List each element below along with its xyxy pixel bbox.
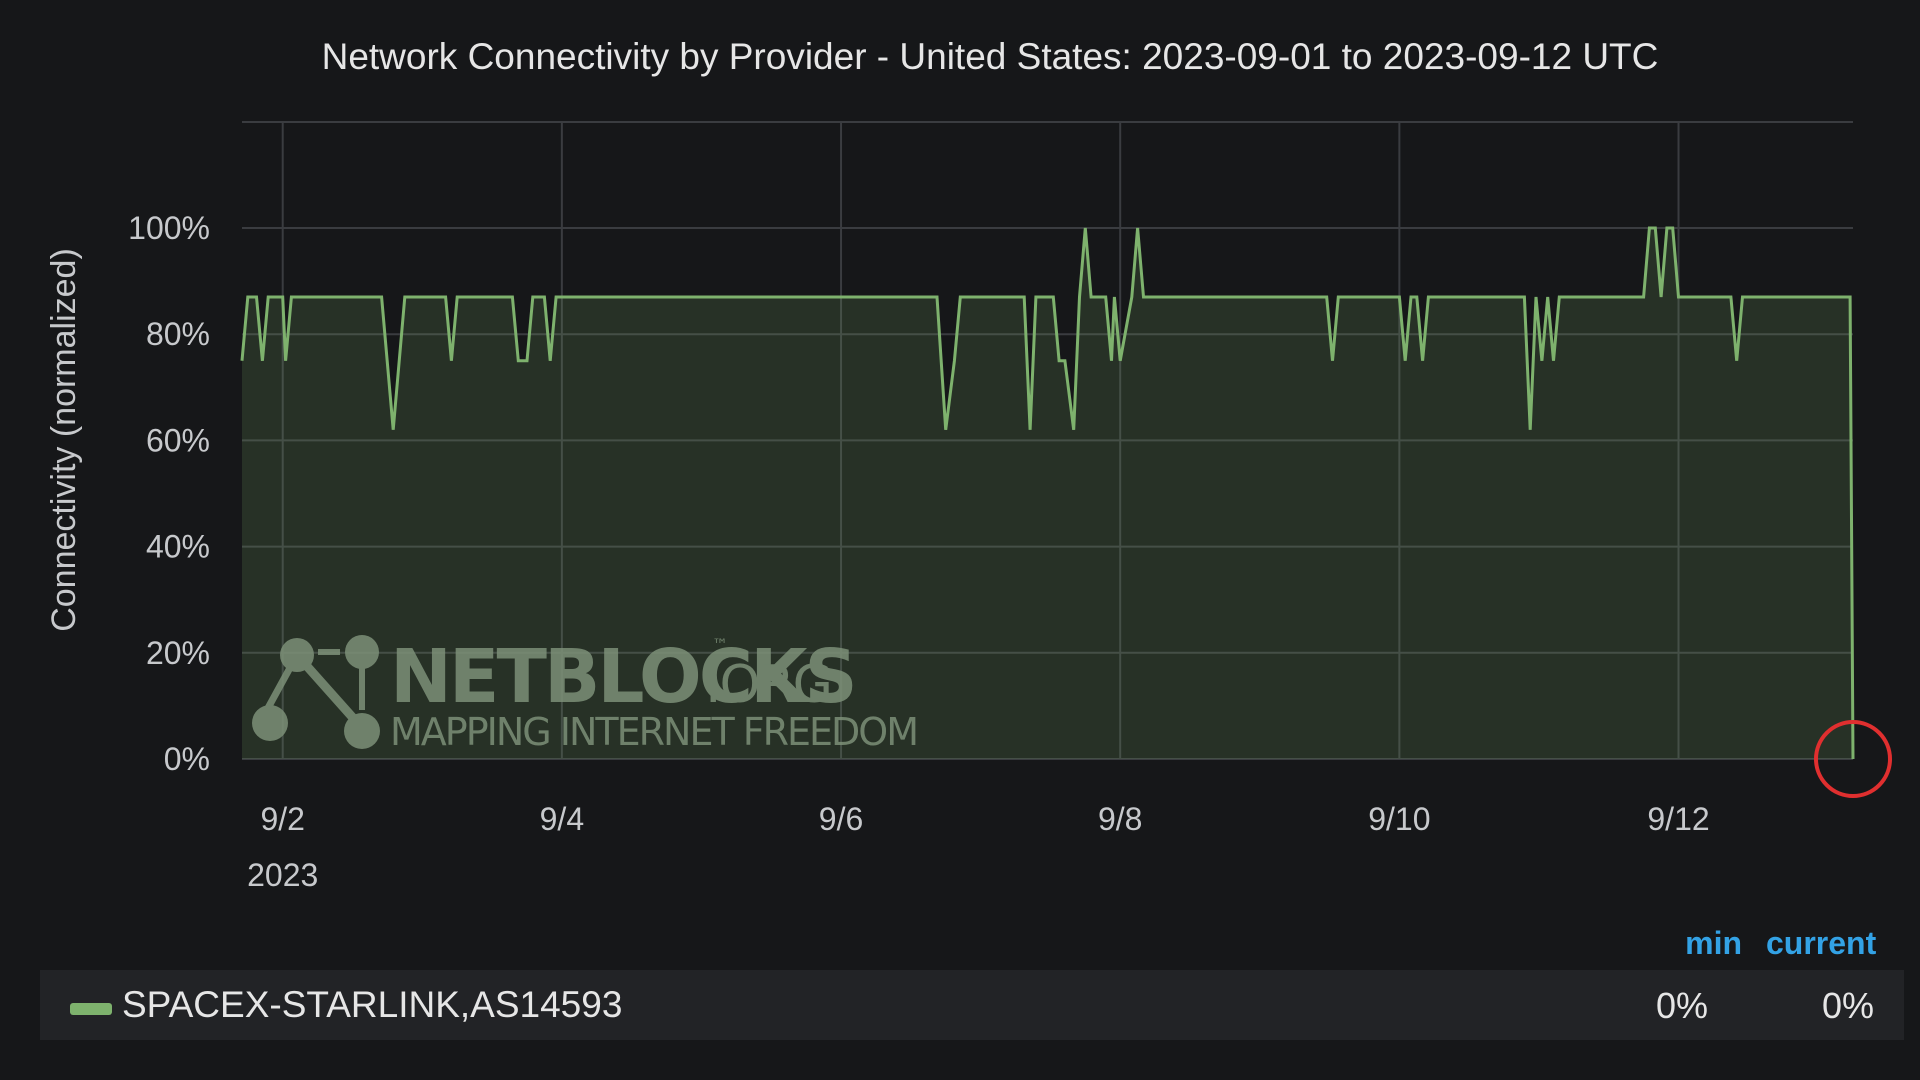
y-tick-label: 100% [128, 210, 210, 246]
y-tick-label: 20% [146, 635, 210, 671]
x-tick-label: 9/2 [260, 801, 304, 837]
x-tick-label: 9/4 [540, 801, 584, 837]
y-tick-label: 60% [146, 422, 210, 458]
legend-header-current[interactable]: current [1766, 925, 1877, 961]
y-tick-label: 40% [146, 529, 210, 565]
x-tick-label: 9/8 [1098, 801, 1142, 837]
watermark-tm: ™ [712, 635, 728, 654]
x-tick-label: 9/12 [1647, 801, 1709, 837]
annotation-circle [1814, 720, 1892, 798]
series-line [240, 226, 1855, 760]
x-tick-label: 9/6 [819, 801, 863, 837]
netblocks-network-icon [252, 635, 380, 749]
watermark-logo: NETBLOCKS .ORG ™ MAPPING INTERNET FREEDO… [252, 634, 919, 754]
y-tick-label: 80% [146, 316, 210, 352]
y-axis-label: Connectivity (normalized) [45, 248, 83, 632]
watermark-org: .ORG [705, 655, 831, 715]
watermark-brand: NETBLOCKS [390, 634, 855, 720]
x-axis-ticks: 9/2 2023 9/4 9/6 9/8 9/10 9/12 [247, 801, 1710, 893]
legend-min-value: 0% [1655, 985, 1708, 1026]
y-tick-label: 0% [164, 741, 210, 777]
grid [242, 121, 1853, 760]
x-tick-sublabel: 2023 [247, 857, 318, 893]
legend-series-name[interactable]: SPACEX-STARLINK,AS14593 [122, 984, 623, 1025]
legend-header: min current [1662, 925, 1877, 962]
series-area [242, 228, 1853, 759]
x-tick-label: 9/10 [1368, 801, 1430, 837]
legend-row[interactable]: SPACEX-STARLINK,AS14593 0% 0% [40, 970, 1904, 1040]
legend-header-min[interactable]: min [1685, 925, 1742, 961]
legend-current-value: 0% [1821, 985, 1874, 1026]
watermark-tagline: MAPPING INTERNET FREEDOM [390, 710, 917, 754]
series-points [241, 227, 1854, 760]
y-axis-ticks: 0% 20% 40% 60% 80% 100% [128, 210, 210, 777]
legend-color-swatch [70, 1003, 112, 1015]
chart-title: Network Connectivity by Provider - Unite… [321, 36, 1659, 77]
